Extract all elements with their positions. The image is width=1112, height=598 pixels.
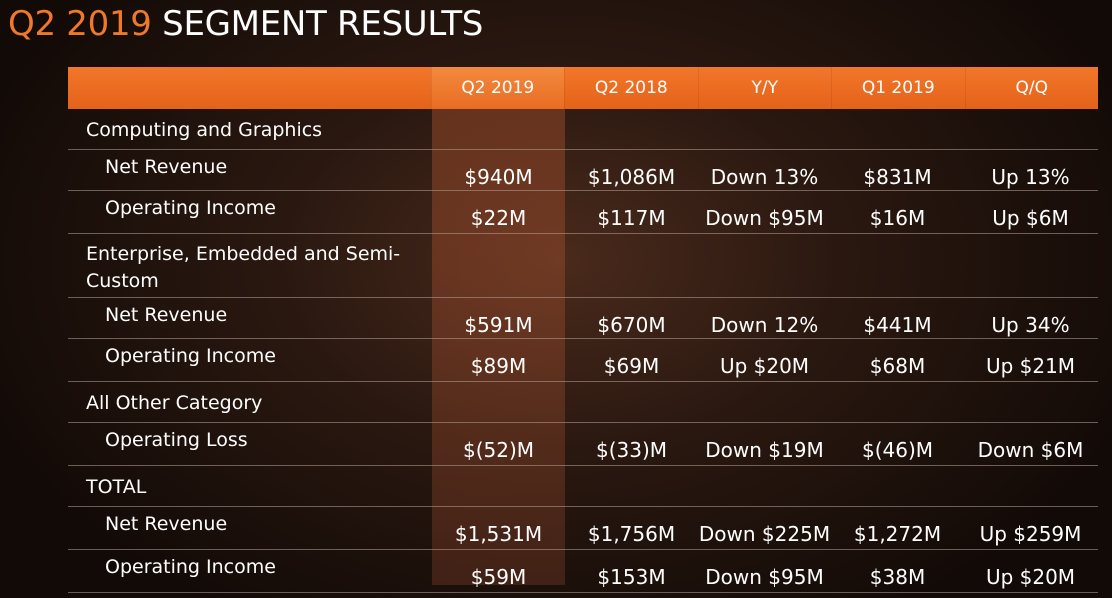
cell-q2-2018: $153M (597, 565, 666, 589)
cell-qq: Down $6M (977, 438, 1084, 462)
cell-q2-2018: $69M (603, 354, 660, 378)
section-row: Computing and Graphics (68, 109, 1098, 150)
cell-yy: Down $19M (705, 438, 824, 462)
row-label: Net Revenue (105, 513, 228, 535)
cell-qq: Up $6M (992, 206, 1069, 230)
section-row: All Other Category (68, 382, 1098, 423)
column-header-q1-2019: Q1 2019 (831, 67, 964, 109)
section-label: All Other Category (86, 392, 263, 414)
cell-q1-2019: $441M (863, 313, 932, 337)
cell-q1-2019: $38M (869, 565, 926, 589)
table-header-row: Q2 2019 Q2 2018 Y/Y Q1 2019 Q/Q (68, 67, 1098, 109)
table-row: Operating Loss $(52)M $(33)M Down $19M $… (68, 423, 1098, 466)
cell-qq: Up $21M (985, 354, 1076, 378)
header-blank-cell (68, 67, 431, 109)
cell-qq: Up $259M (979, 522, 1082, 546)
cell-yy: Down 12% (710, 313, 819, 337)
row-label: Net Revenue (105, 304, 228, 326)
section-row: TOTAL (68, 466, 1098, 507)
cell-q2-2018: $117M (597, 206, 666, 230)
row-label: Net Revenue (105, 156, 228, 178)
cell-yy: Down $95M (705, 565, 824, 589)
title-quarter: Q2 2019 (8, 4, 152, 44)
row-label: Operating Income (105, 197, 276, 219)
cell-q2-2019: $59M (470, 565, 527, 589)
cell-q2-2019: $(52)M (462, 438, 535, 462)
cell-q2-2019: $22M (470, 206, 527, 230)
section-label: Enterprise, Embedded and Semi-Custom (86, 243, 401, 292)
segment-results-table: Q2 2019 Q2 2018 Y/Y Q1 2019 Q/Q Computin… (68, 67, 1098, 593)
section-row: Enterprise, Embedded and Semi-Custom (68, 234, 1098, 298)
table-row: Net Revenue $1,531M $1,756M Down $225M $… (68, 507, 1098, 550)
column-header-qq: Q/Q (964, 67, 1098, 109)
cell-yy: Down $95M (705, 206, 824, 230)
table-row: Operating Income $22M $117M Down $95M $1… (68, 191, 1098, 234)
row-label: Operating Loss (105, 429, 248, 451)
table-row: Operating Income $59M $153M Down $95M $3… (68, 550, 1098, 593)
cell-q2-2019: $1,531M (454, 522, 543, 546)
table-row: Net Revenue $940M $1,086M Down 13% $831M… (68, 150, 1098, 191)
cell-q1-2019: $1,272M (853, 522, 942, 546)
section-label: Computing and Graphics (86, 119, 323, 141)
column-header-q2-2019: Q2 2019 (430, 67, 565, 109)
cell-q2-2018: $1,756M (587, 522, 676, 546)
column-header-yy: Y/Y (697, 67, 831, 109)
column-header-q2-2018: Q2 2018 (564, 67, 697, 109)
table-row: Operating Income $89M $69M Up $20M $68M … (68, 339, 1098, 382)
section-label: TOTAL (86, 476, 147, 498)
cell-q1-2019: $68M (869, 354, 926, 378)
cell-q2-2018: $670M (597, 313, 666, 337)
cell-q2-2019: $89M (470, 354, 527, 378)
table-row: Net Revenue $591M $670M Down 12% $441M U… (68, 298, 1098, 339)
cell-q1-2019: $831M (863, 165, 932, 189)
cell-qq: Up 13% (991, 165, 1070, 189)
row-label: Operating Income (105, 345, 276, 367)
cell-qq: Up $20M (985, 565, 1076, 589)
cell-yy: Up $20M (719, 354, 810, 378)
cell-q2-2019: $940M (464, 165, 533, 189)
page-title: Q2 2019 SEGMENT RESULTS (8, 2, 483, 46)
cell-yy: Down 13% (710, 165, 819, 189)
cell-q2-2018: $1,086M (587, 165, 676, 189)
cell-yy: Down $225M (698, 522, 831, 546)
cell-qq: Up 34% (991, 313, 1070, 337)
cell-q2-2019: $591M (464, 313, 533, 337)
title-text: SEGMENT RESULTS (162, 4, 484, 44)
cell-q1-2019: $(46)M (861, 438, 934, 462)
cell-q2-2018: $(33)M (595, 438, 668, 462)
cell-q1-2019: $16M (869, 206, 926, 230)
row-label: Operating Income (105, 556, 276, 578)
